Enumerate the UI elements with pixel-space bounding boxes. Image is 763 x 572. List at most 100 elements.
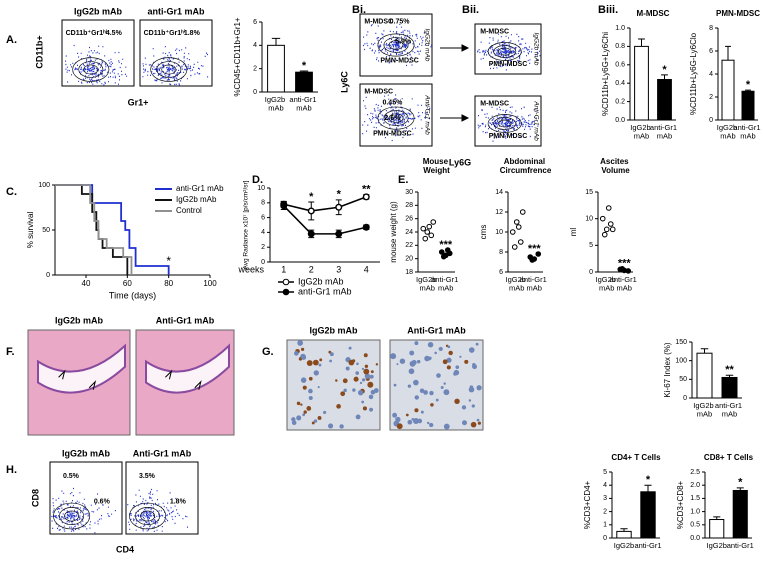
gate-label: PMN-MDSC bbox=[489, 133, 528, 140]
flow-contour bbox=[383, 37, 409, 53]
bar bbox=[640, 491, 656, 539]
annotation: * bbox=[309, 191, 314, 203]
x-tick-label: IgG2b mAb bbox=[717, 123, 740, 140]
cell bbox=[392, 412, 398, 418]
cell bbox=[476, 418, 480, 422]
x-tick-label: anti-Gr1 mAb bbox=[715, 401, 744, 418]
y-axis-label: cms bbox=[479, 225, 488, 240]
data-point bbox=[603, 226, 610, 233]
gate-label: 0.6% bbox=[94, 498, 111, 505]
flow-x-axis-label: Gr1+ bbox=[128, 97, 149, 107]
gate-label: M-MDSC bbox=[364, 88, 393, 95]
flow-contour bbox=[497, 119, 512, 128]
flow-contour bbox=[129, 502, 167, 530]
x-tick-label: anti-Gr1 bbox=[727, 541, 754, 550]
bar bbox=[721, 59, 735, 121]
flow-side-label: Anti-Gr1 mAb bbox=[532, 100, 539, 141]
annotation: * bbox=[662, 64, 667, 76]
chart-title: CD4+ T Cells bbox=[611, 453, 661, 462]
flow-contour bbox=[377, 33, 415, 57]
y-tick-label: 8 bbox=[709, 25, 713, 32]
y-tick-label: 0 bbox=[603, 535, 607, 542]
legend-label: IgG2b mAb bbox=[176, 195, 217, 204]
x-tick-label: anti-Gr1 mAb bbox=[610, 275, 639, 292]
panel-label: H. bbox=[6, 464, 17, 476]
cell bbox=[429, 390, 434, 396]
data-point bbox=[420, 225, 427, 232]
y-axis-label: Avg Radiance x10⁷ [p/s/cm²/sr] bbox=[243, 180, 250, 269]
flow-contour bbox=[497, 47, 512, 56]
y-tick-label: 10 bbox=[585, 216, 593, 223]
annotation: ** bbox=[725, 364, 734, 376]
bar bbox=[634, 45, 649, 121]
cell bbox=[443, 423, 450, 430]
legend-label: anti-Gr1 mAb bbox=[176, 184, 224, 193]
cell bbox=[464, 359, 469, 364]
flow-contour bbox=[383, 110, 409, 126]
y-tick-label: 28 bbox=[405, 202, 413, 209]
micrograph bbox=[389, 339, 484, 431]
flow-contour bbox=[493, 45, 517, 58]
flow-title: anti-Gr1 mAb bbox=[147, 6, 205, 16]
y-axis-label: %CD45+CD11b+Gr1+ bbox=[233, 17, 242, 97]
panel-label: D. bbox=[252, 174, 263, 186]
data-point bbox=[509, 229, 516, 235]
x-tick-label: IgG2b bbox=[707, 541, 727, 550]
annotation: *** bbox=[618, 258, 632, 270]
cell bbox=[370, 370, 374, 374]
cell bbox=[348, 346, 352, 350]
panel-label: F. bbox=[6, 346, 15, 358]
y-tick-label: 6 bbox=[253, 19, 257, 26]
cell bbox=[459, 355, 462, 358]
y-tick-label: 100 bbox=[675, 358, 687, 365]
y-axis-label: Ki-67 Index (%) bbox=[663, 342, 672, 397]
y-tick-label: 6 bbox=[709, 48, 713, 55]
legend-label: Control bbox=[176, 206, 202, 215]
data-point bbox=[513, 219, 520, 225]
y-tick-label: 6 bbox=[499, 269, 503, 276]
y-tick-label: 0 bbox=[46, 272, 50, 279]
legend-marker bbox=[282, 288, 290, 296]
x-tick-label: IgG2b bbox=[614, 541, 634, 550]
cell bbox=[417, 418, 423, 424]
cell bbox=[329, 359, 332, 363]
cell bbox=[461, 405, 467, 410]
y-tick-label: 50 bbox=[42, 227, 50, 234]
y-tick-label: 0 bbox=[589, 269, 593, 276]
error-bar bbox=[725, 374, 734, 378]
y-tick-label: 1 bbox=[603, 522, 607, 529]
y-tick-label: 2 bbox=[603, 508, 607, 515]
arrow-head bbox=[461, 114, 470, 122]
flow-density bbox=[51, 487, 116, 534]
y-tick-label: 1.0 bbox=[615, 25, 625, 32]
y-tick-label: 0.8 bbox=[615, 43, 625, 50]
flow-plot-frame bbox=[125, 461, 199, 535]
flow-contour bbox=[487, 42, 522, 61]
cell bbox=[448, 350, 453, 356]
cell bbox=[413, 379, 419, 386]
flow-contour bbox=[150, 57, 188, 82]
y-tick-label: 50 bbox=[679, 376, 687, 383]
cell bbox=[411, 359, 417, 365]
cell bbox=[475, 342, 479, 346]
survival-line bbox=[55, 184, 133, 275]
gate-label: 2.6% bbox=[384, 115, 401, 122]
cell bbox=[446, 357, 452, 363]
cell bbox=[303, 410, 307, 414]
cell bbox=[300, 354, 307, 360]
cell bbox=[306, 406, 312, 411]
y-tick-label: 10 bbox=[495, 229, 503, 236]
error-bar bbox=[644, 484, 652, 492]
annotation: * bbox=[746, 79, 751, 91]
series-line bbox=[283, 205, 367, 235]
chart-title: Abdominal Circumfrence bbox=[500, 157, 552, 175]
error-bar bbox=[745, 89, 751, 92]
cell bbox=[454, 398, 460, 405]
error-bar bbox=[299, 70, 309, 73]
annotation: * bbox=[738, 477, 743, 489]
cell bbox=[355, 371, 360, 375]
cell bbox=[419, 388, 425, 394]
y-tick-label: 1.5 bbox=[690, 495, 700, 502]
flow-density bbox=[362, 94, 431, 142]
x-tick-label: anti-Gr1 mAb bbox=[289, 95, 318, 112]
